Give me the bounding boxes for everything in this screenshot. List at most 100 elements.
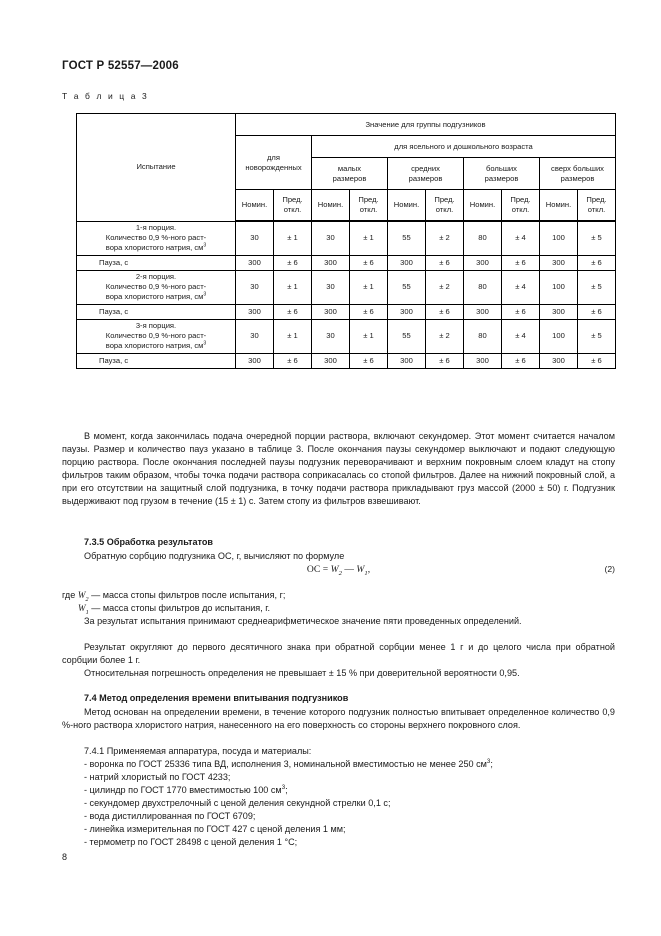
page-number: 8 [62,852,68,862]
row-label-line-1: 2-я порция. [135,272,177,282]
subheader-nominal-1: Номин. [235,189,274,222]
cell-value: 55 [387,269,426,305]
cell-value: 300 [387,352,426,369]
cell-value: ± 1 [273,318,312,354]
list-item: - вода дистиллированная по ГОСТ 6709; [62,810,615,823]
size-medium-line-2: размеров [408,173,443,183]
row-label: Пауза, с [76,303,236,320]
where-w2-subscript: 2 [85,595,89,603]
subheader-deviation-3: Пред. откл. [425,189,464,222]
paragraph-formula-intro: Обратную сорбцию подгузника ОС, г, вычис… [84,551,345,561]
dev-line-2: откл. [359,205,378,214]
cell-value: 55 [387,220,426,256]
formula-var2-letter: W [356,564,365,575]
dev-line-2: откл. [283,205,302,214]
size-large-line-2: размеров [484,173,519,183]
list-item-text: - воронка по ГОСТ 25336 типа ВД, исполне… [84,759,487,769]
list-item: - линейка измерительная по ГОСТ 427 с це… [62,823,615,836]
table-row: Пауза, с 300 ± 6 300 ± 6 300 ± 6 300 ± 6… [76,352,617,369]
cell-value: ± 1 [349,318,388,354]
dev-line-2: откл. [587,205,606,214]
formula-var1-letter: W [330,564,339,575]
cell-value: 300 [539,303,578,320]
where-w2-letter: W [77,590,86,600]
cell-value: 100 [539,220,578,256]
formula-equals-sign: = [322,564,329,575]
formula-variable-w2: W2 [330,564,342,577]
cell-value: 30 [235,220,274,256]
newborn-line-1: для [267,152,280,162]
cell-value: ± 6 [273,352,312,369]
table-header-group-title: Значение для группы подгузников [234,113,617,136]
cell-value: ± 5 [576,220,617,256]
cell-value: ± 6 [425,303,464,320]
formula-left-side: ОС [306,564,321,575]
where-w1-subscript: 1 [85,608,89,616]
dev-line-1: Пред. [586,195,607,205]
row-label-line-3-text: вора хлористого натрия, см [105,242,204,252]
cell-value: ± 2 [425,269,464,305]
heading-7-4-1: 7.4.1 Применяемая аппаратура, посуда и м… [84,746,312,756]
subheader-deviation-5: Пред. откл. [576,189,617,222]
cell-value: 30 [311,220,350,256]
list-item-text: - секундомер двухстрелочный с ценой деле… [84,798,391,808]
formula-trailing-comma: , [367,564,371,575]
paragraph-procedure: В момент, когда закончилась подача очере… [62,431,615,507]
size-xlarge-line-2: размеров [560,173,595,183]
paragraph-average: За результат испытания принимают среднеа… [84,616,522,626]
list-item-text: - цилиндр по ГОСТ 1770 вместимостью 100 … [84,785,282,795]
newborn-line-2: новорожденных [245,162,302,172]
cell-value: 300 [311,254,350,271]
cell-value: 300 [463,254,502,271]
cell-value: ± 1 [349,269,388,305]
subheader-deviation-4: Пред. откл. [501,189,540,222]
table-header-newborn: для новорожденных [235,135,312,190]
subheader-nominal-3: Номин. [387,189,426,222]
cell-value: 300 [235,254,274,271]
cell-value: 300 [311,352,350,369]
paragraph-method: Метод основан на определении времени, в … [62,707,615,731]
list-item-text: - линейка измерительная по ГОСТ 427 с це… [84,824,346,834]
cell-value: ± 2 [425,318,464,354]
cell-value: 300 [539,254,578,271]
formula-2: ОС = W2 — W1, (2) [62,564,615,577]
cell-value: 30 [311,318,350,354]
list-item-suffix: ; [490,759,493,769]
table-row: Пауза, с 300 ± 6 300 ± 6 300 ± 6 300 ± 6… [76,254,617,271]
row-label: 1-я порция. Количество 0,9 %-ного раст- … [76,220,236,256]
list-item-suffix: ; [285,785,288,795]
subheader-nominal-2: Номин. [311,189,350,222]
row-label: 2-я порция. Количество 0,9 %-ного раст- … [76,269,236,305]
row-label-line-2: Количество 0,9 %-ного раст- [105,282,207,292]
heading-7-3-5: 7.3.5 Обработка результатов [84,537,213,547]
cell-value: ± 6 [576,254,617,271]
cell-value: ± 4 [501,318,540,354]
where-variable-w1: W1 [78,603,89,616]
cell-value: 300 [235,303,274,320]
row-label: 3-я порция. Количество 0,9 %-ного раст- … [76,318,236,354]
size-large-line-1: больших [486,163,517,173]
size-small-line-2: размеров [332,173,367,183]
standard-number: ГОСТ Р 52557—2006 [62,60,179,72]
size-medium-line-1: средних [411,163,440,173]
where-prefix: где [62,590,76,600]
list-item: - термометр по ГОСТ 28498 с ценой делени… [62,836,615,849]
cell-value: ± 6 [425,352,464,369]
cell-value: ± 6 [576,352,617,369]
dev-line-2: откл. [511,205,530,214]
paragraph-rounding: Результат округляют до первого десятично… [62,642,615,666]
list-item-superscript: 3 [281,783,286,791]
formula-variable-w1: W1 [356,564,367,577]
row-label-superscript: 3 [203,291,207,298]
cell-value: ± 6 [425,254,464,271]
cell-value: 80 [463,269,502,305]
cell-value: ± 4 [501,269,540,305]
row-label-line-3: вора хлористого натрия, см3 [77,243,235,253]
cell-value: ± 6 [273,303,312,320]
row-label: Пауза, с [76,254,236,271]
heading-7-4: 7.4 Метод определения времени впитывания… [84,693,349,703]
row-label-line-1: 3-я порция. [135,321,177,331]
table-header-size-medium: средних размеров [387,157,464,190]
table-header-size-small: малых размеров [311,157,388,190]
